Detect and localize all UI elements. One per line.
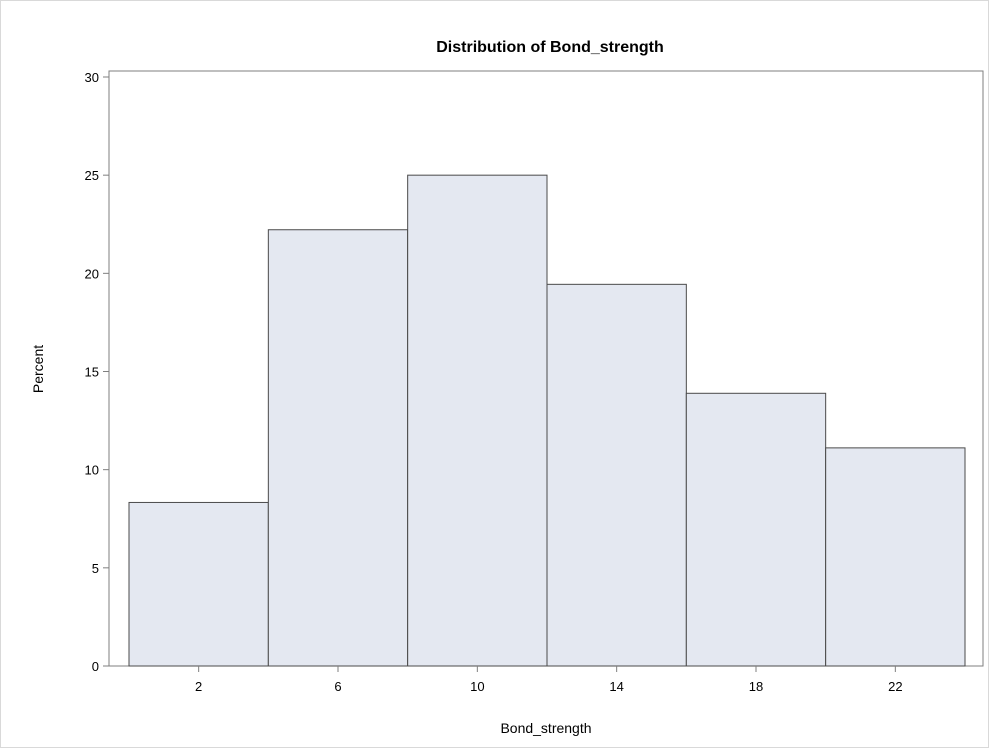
x-tick-label: 14 [609, 679, 623, 694]
x-tick-label: 22 [888, 679, 902, 694]
y-axis-label: Percent [30, 345, 46, 393]
y-tick-label: 30 [85, 70, 99, 85]
x-tick-label: 6 [334, 679, 341, 694]
x-axis-label: Bond_strength [500, 720, 591, 736]
y-tick-label: 10 [85, 463, 99, 478]
x-tick-label: 10 [470, 679, 484, 694]
y-tick-label: 25 [85, 168, 99, 183]
y-tick-label: 15 [85, 365, 99, 380]
bar-10 [407, 174, 548, 667]
bar-2 [128, 501, 269, 667]
y-tick-label: 0 [92, 659, 99, 674]
bar-18 [685, 392, 827, 667]
chart-title: Distribution of Bond_strength [436, 39, 664, 56]
y-axis: 0 5 10 15 20 25 30 [85, 70, 109, 674]
y-tick-label: 20 [85, 266, 99, 281]
bar-6 [267, 229, 409, 667]
x-tick-label: 18 [749, 679, 763, 694]
x-axis: 2 6 10 14 18 22 [195, 666, 903, 694]
y-tick-label: 5 [92, 561, 99, 576]
x-tick-label: 2 [195, 679, 202, 694]
bar-14 [546, 283, 687, 667]
bars-group [128, 174, 966, 667]
bar-22 [825, 447, 966, 667]
